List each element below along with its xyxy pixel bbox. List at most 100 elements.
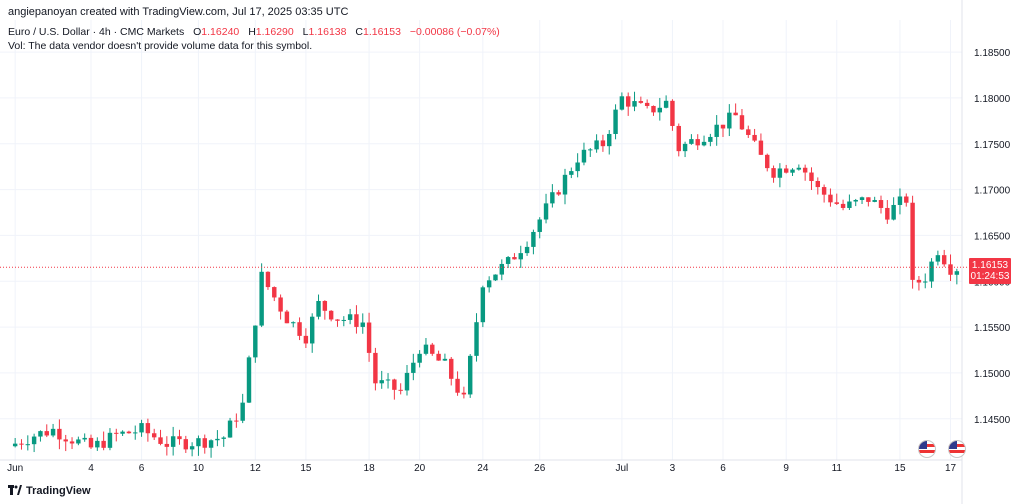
candle-body xyxy=(139,423,144,433)
candle-body xyxy=(594,140,599,150)
candle-body xyxy=(821,187,827,195)
x-tick-label: 11 xyxy=(832,463,843,474)
candle-body xyxy=(638,101,644,103)
candle-body xyxy=(695,139,700,146)
candle-body xyxy=(284,311,290,324)
candle-body xyxy=(524,246,530,254)
candle-body xyxy=(335,319,340,321)
candle-body xyxy=(588,149,593,151)
open-label: O xyxy=(193,26,202,38)
candle-body xyxy=(493,274,498,281)
candle-body xyxy=(215,438,220,441)
y-tick-label: 1.16500 xyxy=(974,231,1011,242)
candle-body xyxy=(632,101,637,107)
candle-body xyxy=(689,139,694,144)
symbol-title[interactable]: Euro / U.S. Dollar · 4h · CMC Markets xyxy=(8,26,185,38)
candle-body xyxy=(404,372,410,391)
candle-body xyxy=(619,96,625,110)
x-tick-label: 6 xyxy=(720,463,726,474)
candle-body xyxy=(354,314,359,327)
tradingview-logo[interactable]: TradingView xyxy=(8,485,91,497)
candle-body xyxy=(50,428,56,436)
candle-body xyxy=(133,432,138,434)
candle-body xyxy=(714,124,719,137)
candle-body xyxy=(417,353,422,363)
candle-body xyxy=(259,271,264,326)
candle-body xyxy=(771,168,776,178)
candle-body xyxy=(657,107,663,113)
candle-body xyxy=(505,257,511,264)
x-tick-label: 20 xyxy=(414,463,426,474)
candle-body xyxy=(189,446,195,450)
candle-body xyxy=(442,358,448,361)
us-flag-event-icon[interactable] xyxy=(948,440,966,458)
x-tick-label: 9 xyxy=(783,463,789,474)
candle-body xyxy=(461,392,467,395)
candle-body xyxy=(398,389,403,391)
candle-body xyxy=(114,432,119,434)
candle-body xyxy=(499,263,505,275)
candle-body xyxy=(727,112,732,129)
candle-body xyxy=(234,420,239,422)
candle-body xyxy=(941,255,947,265)
candle-body xyxy=(733,112,738,116)
candle-body xyxy=(411,362,416,373)
y-tick-label: 1.18500 xyxy=(974,48,1011,59)
x-tick-label: 10 xyxy=(193,463,205,474)
candle-body xyxy=(126,431,132,434)
candle-body xyxy=(569,171,574,175)
tradingview-brand: TradingView xyxy=(26,485,91,497)
candle-body xyxy=(385,379,391,381)
candle-body xyxy=(25,444,31,446)
candle-body xyxy=(607,133,612,147)
candle-body xyxy=(486,280,492,288)
x-tick-label: 12 xyxy=(250,463,262,474)
symbol-info: Euro / U.S. Dollar · 4h · CMC Markets O1… xyxy=(8,26,500,38)
x-tick-label: 24 xyxy=(477,463,489,474)
candle-body xyxy=(309,316,315,344)
candle-body xyxy=(480,287,486,323)
x-tick-label: 3 xyxy=(670,463,676,474)
open-value: 1.16240 xyxy=(201,26,240,38)
candle-body xyxy=(543,203,549,220)
candle-body xyxy=(82,437,87,440)
candle-body xyxy=(866,197,871,202)
candle-body xyxy=(575,162,580,172)
candle-body xyxy=(720,124,726,129)
candle-body xyxy=(177,436,182,440)
candle-body xyxy=(297,322,302,336)
y-tick-label: 1.15000 xyxy=(974,369,1011,380)
candle-body xyxy=(170,436,176,447)
candle-body xyxy=(474,322,479,356)
candle-body xyxy=(777,168,783,178)
candle-body xyxy=(291,322,296,324)
x-tick-label: 15 xyxy=(894,463,906,474)
candle-body xyxy=(379,380,384,384)
candle-body xyxy=(101,440,106,448)
candle-body xyxy=(910,202,915,280)
candle-body xyxy=(935,255,941,262)
candle-body xyxy=(467,355,473,395)
candle-body xyxy=(151,433,157,438)
candle-body xyxy=(303,335,309,344)
candle-body xyxy=(373,352,378,384)
candle-body xyxy=(360,322,365,327)
candle-body xyxy=(246,357,252,403)
x-tick-label: 26 xyxy=(534,463,546,474)
candle-body xyxy=(145,423,151,434)
bar-countdown: 01:24:53 xyxy=(970,271,1010,282)
tradingview-logo-icon xyxy=(8,485,22,495)
candle-body xyxy=(537,219,542,232)
candle-body xyxy=(392,379,397,390)
y-tick-label: 1.18000 xyxy=(974,94,1011,105)
last-price-badge: 1.16153 01:24:53 xyxy=(969,258,1011,284)
candle-body xyxy=(196,438,201,447)
candle-body xyxy=(44,431,49,436)
candle-body xyxy=(518,253,523,260)
us-flag-event-icon[interactable] xyxy=(918,440,936,458)
candle-body xyxy=(663,100,669,108)
candle-body xyxy=(436,353,441,361)
candle-body xyxy=(859,197,865,200)
candle-body xyxy=(57,428,62,440)
